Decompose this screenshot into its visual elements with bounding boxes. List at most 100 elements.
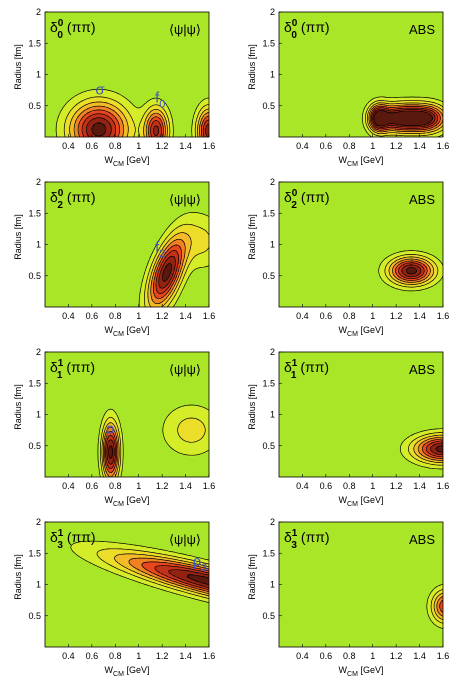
contour-line — [388, 256, 435, 285]
contour-line — [144, 223, 209, 307]
x-axis-label: WCM [GeV] — [339, 155, 384, 168]
contour-line — [162, 263, 172, 282]
panel-tag: ⟨ψ|ψ⟩ — [169, 532, 201, 547]
resonance-label: f0 — [155, 90, 165, 111]
contour-line — [91, 122, 107, 137]
contour-line — [63, 96, 209, 137]
x-tick-label: 1.6 — [203, 311, 216, 321]
contour-line — [186, 574, 209, 586]
contour-line — [371, 107, 439, 130]
x-tick-label: 0.6 — [320, 651, 333, 661]
y-tick-label: 1 — [36, 410, 41, 420]
y-tick-label: 1.5 — [28, 378, 41, 388]
y-tick-label: 1 — [36, 240, 41, 250]
contour-line — [81, 113, 209, 137]
x-tick-label: 0.4 — [296, 311, 309, 321]
x-tick-label: 1.2 — [390, 311, 403, 321]
contour-line — [70, 540, 209, 603]
y-tick-label: 1.5 — [262, 378, 275, 388]
contour-line — [373, 110, 433, 127]
contour-line — [101, 422, 120, 477]
y-tick-label: 1.5 — [28, 548, 41, 558]
y-axis-label: Radius [fm] — [13, 44, 23, 90]
x-tick-label: 0.4 — [296, 651, 309, 661]
resonance-label: f2 — [155, 239, 165, 260]
x-tick-label: 1.6 — [437, 141, 450, 151]
y-tick-label: 2 — [36, 7, 41, 17]
x-tick-label: 1 — [370, 141, 375, 151]
contour-line — [401, 264, 422, 277]
y-tick-label: 1 — [270, 580, 275, 590]
contour-line — [369, 105, 441, 131]
panel-7: 0.4 0.6 0.8 1 1.2 1.4 1.6 0.5 1 1.5 2 WCM [GeV] Radi… — [13, 517, 215, 677]
contour-line — [99, 416, 206, 477]
x-axis-label: WCM [GeV] — [339, 325, 384, 338]
contour-line — [378, 250, 443, 292]
x-tick-label: 0.8 — [343, 311, 356, 321]
x-tick-label: 1.6 — [437, 651, 450, 661]
panel-tag: ABS — [409, 192, 435, 207]
contour-line — [86, 117, 209, 137]
contour-line — [372, 108, 436, 128]
contour-line — [155, 250, 179, 295]
contour-line — [154, 565, 209, 591]
x-tick-label: 1 — [136, 481, 141, 491]
contour-line — [106, 439, 115, 465]
contour-line — [97, 404, 209, 477]
contour-line — [141, 561, 209, 593]
x-tick-label: 0.8 — [109, 481, 122, 491]
y-tick-label: 1.5 — [262, 208, 275, 218]
x-tick-label: 0.4 — [62, 311, 75, 321]
density-map — [70, 540, 209, 603]
contour-line — [417, 436, 443, 461]
contour-line — [392, 258, 431, 283]
y-tick-label: 0.5 — [28, 271, 41, 281]
panel-tag: ⟨ψ|ψ⟩ — [169, 192, 201, 207]
panel-2: 0.4 0.6 0.8 1 1.2 1.4 1.6 0.5 1 1.5 2 WCM [GeV] Radi… — [247, 7, 449, 168]
x-tick-label: 1.4 — [413, 651, 426, 661]
contour-line — [55, 88, 209, 137]
x-tick-label: 1.2 — [156, 651, 169, 661]
contour-line — [102, 426, 119, 477]
x-tick-label: 1.6 — [203, 141, 216, 151]
y-tick-label: 0.5 — [28, 101, 41, 111]
contour-line — [430, 442, 443, 456]
y-tick-label: 0.5 — [262, 441, 275, 451]
contour-line — [398, 262, 425, 279]
y-tick-label: 2 — [270, 347, 275, 357]
y-tick-label: 1 — [270, 410, 275, 420]
contour-line — [69, 101, 209, 137]
contour-line — [96, 548, 209, 599]
contour-line — [365, 100, 443, 137]
x-tick-label: 0.4 — [296, 481, 309, 491]
x-axis-label: WCM [GeV] — [339, 495, 384, 508]
contour-line — [367, 102, 443, 135]
density-map — [426, 583, 443, 629]
contour-line — [405, 267, 417, 275]
y-tick-label: 2 — [36, 517, 41, 527]
y-tick-label: 2 — [36, 177, 41, 187]
x-axis-label: WCM [GeV] — [105, 665, 150, 677]
contour-line — [425, 440, 443, 458]
contour-line — [108, 444, 113, 460]
y-axis-label: Radius [fm] — [13, 384, 23, 430]
x-axis-label: WCM [GeV] — [105, 155, 150, 168]
x-tick-label: 1.2 — [390, 141, 403, 151]
contour-line — [128, 557, 209, 595]
y-tick-label: 1 — [36, 70, 41, 80]
x-tick-label: 1.2 — [156, 141, 169, 151]
x-tick-label: 0.6 — [320, 311, 333, 321]
contour-line — [421, 438, 443, 460]
x-tick-label: 1 — [136, 311, 141, 321]
x-tick-label: 0.6 — [320, 141, 333, 151]
x-tick-label: 1.2 — [390, 481, 403, 491]
contour-line — [73, 105, 209, 137]
y-tick-label: 0.5 — [28, 441, 41, 451]
x-tick-label: 1.4 — [179, 481, 192, 491]
x-tick-label: 0.4 — [62, 651, 75, 661]
contour-line — [384, 254, 439, 288]
density-map — [138, 211, 209, 307]
contour-line — [413, 434, 443, 464]
x-axis-label: WCM [GeV] — [105, 325, 150, 338]
x-tick-label: 1.6 — [437, 311, 450, 321]
